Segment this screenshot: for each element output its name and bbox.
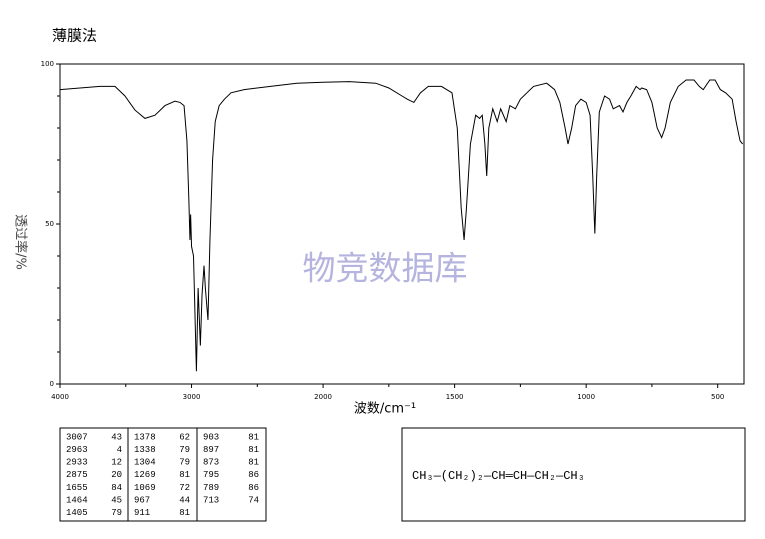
peak-table-frame xyxy=(59,427,267,522)
peak-transmittance: 81 xyxy=(179,470,190,480)
y-tick-label: 100 xyxy=(41,60,54,68)
x-tick-label: 3000 xyxy=(183,393,201,401)
peak-transmittance: 86 xyxy=(248,470,259,480)
peak-transmittance: 62 xyxy=(179,432,190,442)
peak-wavenumber: 1338 xyxy=(134,445,156,455)
peak-wavenumber: 1269 xyxy=(134,470,156,480)
y-tick-label: 0 xyxy=(50,380,54,388)
x-axis-label: 波数/cm⁻¹ xyxy=(354,402,416,417)
peak-transmittance: 43 xyxy=(111,432,122,442)
x-tick-label: 1500 xyxy=(446,393,464,401)
peak-wavenumber: 967 xyxy=(134,495,150,505)
spectrum-line xyxy=(59,79,744,372)
peak-transmittance: 81 xyxy=(248,458,259,468)
structure-formula: CH₃—(CH₂)₂—CH═CH—CH₂—CH₃ xyxy=(412,469,585,483)
peak-transmittance: 84 xyxy=(111,483,122,493)
peak-transmittance: 81 xyxy=(179,508,190,518)
peak-transmittance: 4 xyxy=(117,445,122,455)
peak-transmittance: 74 xyxy=(248,495,259,505)
peak-wavenumber: 1069 xyxy=(134,483,156,493)
peak-wavenumber: 2963 xyxy=(66,445,88,455)
plot-frame xyxy=(59,63,745,385)
peak-transmittance: 12 xyxy=(111,458,122,468)
watermark: 物竞数据库 xyxy=(303,249,468,288)
peak-transmittance: 81 xyxy=(248,445,259,455)
x-tick-label: 4000 xyxy=(51,393,69,401)
peak-transmittance: 79 xyxy=(179,445,190,455)
peak-wavenumber: 1304 xyxy=(134,458,156,468)
peak-transmittance: 72 xyxy=(179,483,190,493)
peak-wavenumber: 903 xyxy=(203,432,219,442)
x-tick-label: 1000 xyxy=(577,393,595,401)
peak-wavenumber: 897 xyxy=(203,445,219,455)
chart-title: 薄膜法 xyxy=(52,27,97,45)
peak-transmittance: 79 xyxy=(179,458,190,468)
peak-wavenumber: 1655 xyxy=(66,483,88,493)
x-tick-label: 500 xyxy=(711,393,724,401)
peak-wavenumber: 873 xyxy=(203,458,219,468)
peak-wavenumber: 795 xyxy=(203,470,219,480)
peak-wavenumber: 1405 xyxy=(66,508,88,518)
x-tick-label: 2000 xyxy=(314,393,332,401)
peak-transmittance: 81 xyxy=(248,432,259,442)
structure-frame xyxy=(401,427,746,522)
peak-wavenumber: 911 xyxy=(134,508,150,518)
peak-wavenumber: 1464 xyxy=(66,495,88,505)
peak-wavenumber: 713 xyxy=(203,495,219,505)
y-axis-label: 透过率/% xyxy=(13,214,29,270)
peak-wavenumber: 1378 xyxy=(134,432,156,442)
peak-transmittance: 86 xyxy=(248,483,259,493)
y-tick-label: 50 xyxy=(45,220,54,228)
peak-transmittance: 79 xyxy=(111,508,122,518)
peak-transmittance: 20 xyxy=(111,470,122,480)
peak-wavenumber: 789 xyxy=(203,483,219,493)
peak-transmittance: 45 xyxy=(111,495,122,505)
peak-wavenumber: 2875 xyxy=(66,470,88,480)
peak-wavenumber: 3007 xyxy=(66,432,88,442)
peak-transmittance: 44 xyxy=(179,495,190,505)
peak-wavenumber: 2933 xyxy=(66,458,88,468)
